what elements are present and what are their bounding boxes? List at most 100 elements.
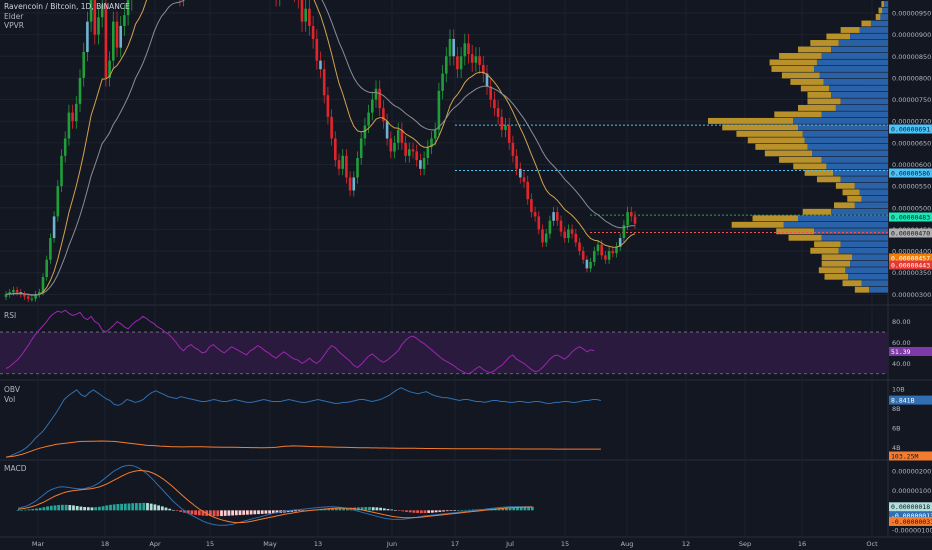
vpvr-bar-down xyxy=(774,111,822,118)
macd-histogram-bar xyxy=(86,507,90,511)
macd-histogram-bar xyxy=(216,510,220,517)
vpvr-bar-down xyxy=(878,7,883,14)
candle-body xyxy=(304,8,307,22)
candle-body xyxy=(315,38,319,61)
time-tick-label: 17 xyxy=(451,540,459,548)
candle-body xyxy=(52,216,56,239)
price-value-tag-bg xyxy=(889,253,932,263)
macd-histogram-bar xyxy=(46,506,49,511)
candle-body xyxy=(108,60,111,78)
ema-line xyxy=(5,0,636,296)
candle-body xyxy=(607,251,611,260)
signal-line xyxy=(17,469,533,524)
macd-histogram-bar xyxy=(334,508,338,511)
candle-body xyxy=(8,292,11,295)
candle-body xyxy=(322,69,326,96)
price-value-tag: 0.00000457 xyxy=(891,254,930,262)
macd-histogram-bar xyxy=(179,510,183,512)
macd-histogram-bar xyxy=(27,509,31,511)
vpvr-bar-up xyxy=(798,124,888,131)
candle-body xyxy=(71,112,74,122)
vpvr-bar-down xyxy=(802,208,832,215)
price-value-tag-bg xyxy=(889,212,932,222)
candle-body xyxy=(618,238,622,247)
candle-body xyxy=(34,294,37,299)
vpvr-bar-down xyxy=(842,280,862,287)
vpvr-bar-down xyxy=(807,98,841,105)
vpvr-bar-up xyxy=(814,66,888,72)
macd-histogram-bar xyxy=(508,507,512,511)
vpvr-bar-up xyxy=(802,130,888,137)
vpvr-bar-down xyxy=(821,254,852,261)
candle-body xyxy=(530,199,533,213)
candle-body xyxy=(493,99,496,109)
macd-histogram-bar xyxy=(116,504,120,511)
candle-body xyxy=(411,149,415,152)
vpvr-bar-down xyxy=(798,46,832,53)
candle-body xyxy=(389,138,393,152)
obv-tick-label: 4B xyxy=(892,444,901,452)
macd-histogram-bar xyxy=(401,510,405,512)
price-value-tag: 0.00000483 xyxy=(891,213,930,221)
vpvr-bar-down xyxy=(834,202,855,209)
macd-histogram-bar xyxy=(349,507,353,511)
candle-body xyxy=(78,77,82,104)
candle-body xyxy=(93,0,97,35)
time-tick-label: 15 xyxy=(206,540,214,548)
vpvr-bar-up xyxy=(838,40,888,46)
macd-histogram-bar xyxy=(183,510,186,513)
time-tick-label: May xyxy=(263,540,277,548)
price-level-lines xyxy=(455,124,888,233)
candle-body xyxy=(371,99,374,113)
macd-histogram-bar xyxy=(408,510,412,513)
candle-body xyxy=(337,160,341,169)
vpvr-bar-down xyxy=(779,156,822,163)
candle-body xyxy=(626,212,629,226)
macd-histogram-bar xyxy=(471,509,475,511)
ema-line xyxy=(5,0,636,296)
candle-body xyxy=(300,0,304,22)
candle-body xyxy=(367,112,370,126)
obv-value-tag: 8.841B xyxy=(891,396,915,404)
candle-body xyxy=(363,125,367,139)
macd-histogram-bar xyxy=(101,506,105,511)
macd-value-tag-bg xyxy=(889,511,932,521)
candle-body xyxy=(308,8,311,26)
candle-body xyxy=(489,86,492,100)
vpvr-bar-down xyxy=(798,104,836,111)
macd-histogram-bar xyxy=(209,510,212,517)
candle-body xyxy=(552,212,555,221)
candle-body xyxy=(456,56,459,70)
macd-histogram-bar xyxy=(186,510,190,514)
vpvr-bar-down xyxy=(854,286,870,293)
candle-body xyxy=(45,259,48,278)
macd-histogram-bar xyxy=(342,508,345,511)
vpvr-bar-down xyxy=(793,163,827,170)
vpvr-bar-up xyxy=(884,1,888,7)
candle-body xyxy=(345,155,348,178)
candle-body xyxy=(49,238,52,260)
candle-body xyxy=(82,51,85,78)
macd-histogram-bar xyxy=(24,509,27,511)
vpvr-bar-down xyxy=(810,247,839,254)
obv-title: OBV xyxy=(4,385,21,394)
candle-body xyxy=(504,125,507,130)
vpvr-bar-down xyxy=(861,20,871,27)
moving-averages xyxy=(5,0,636,296)
candle-body xyxy=(474,56,478,63)
candle-body xyxy=(4,294,8,297)
price-tick-label: 0.00000350 xyxy=(892,269,931,277)
time-axis[interactable]: Mar 18 Apr 15 May 13 Jun 17 Jul 15 Aug 12 Sep 16 Oct xyxy=(32,540,878,548)
vpvr-bar-down xyxy=(807,91,832,98)
vpvr-bar-up xyxy=(861,280,888,287)
vpvr-bar-down xyxy=(810,40,839,46)
macd-histogram-bar xyxy=(223,510,227,516)
candle-body xyxy=(422,157,426,169)
macd-histogram-bar xyxy=(364,506,368,511)
macd-histogram-bar xyxy=(72,505,75,511)
macd-histogram-bar xyxy=(323,509,327,511)
price-tick-label: 0.00000500 xyxy=(892,204,931,212)
vpvr-bar-down xyxy=(800,85,830,92)
macd-histogram-bar xyxy=(16,510,20,511)
